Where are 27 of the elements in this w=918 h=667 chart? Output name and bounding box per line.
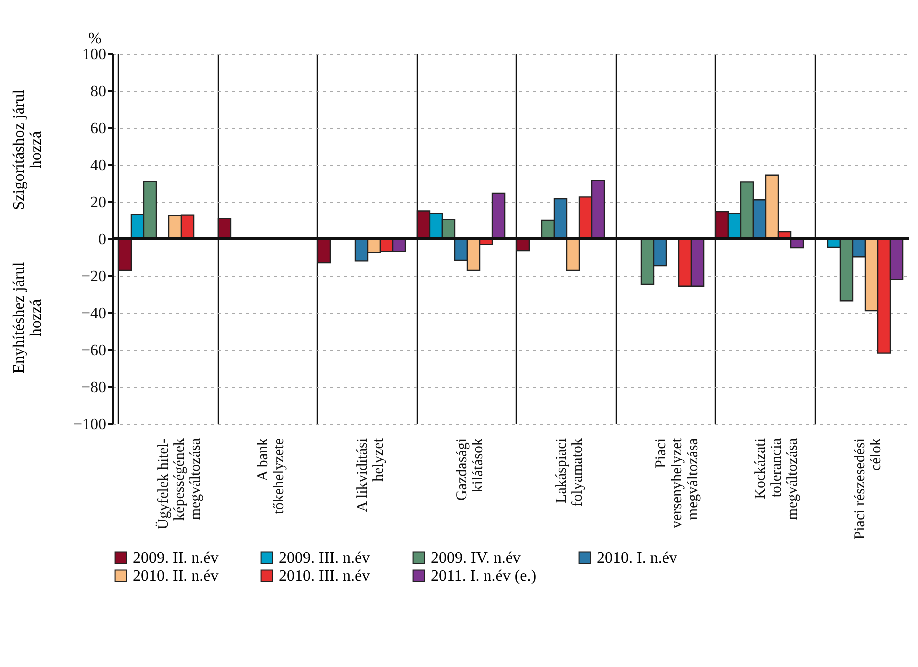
- text: Enyhítéshez járul hozzá: [11, 261, 45, 376]
- y-tick-label: −60: [81, 342, 106, 360]
- y-tick-label: 40: [90, 158, 106, 174]
- y-tick-label: 60: [90, 120, 106, 138]
- legend-label: 2009. IV. n.év: [431, 550, 521, 567]
- y-tick-label: −80: [81, 380, 106, 396]
- legend-label: 2009. II. n.év: [133, 550, 219, 567]
- y-tick-label: −100: [73, 416, 106, 434]
- legend-label: 2010. II. n.év: [133, 568, 219, 585]
- legend-label: 2010. I. n.év: [597, 550, 678, 567]
- legend-label: 2009. III. n.év: [279, 550, 370, 567]
- y-tick-label: 0: [98, 232, 106, 248]
- y-tick-label: −20: [81, 268, 106, 286]
- legend-label: 2010. III. n.év: [279, 568, 370, 585]
- x-tick-label: Ügyfelek hitel- képességének megváltozása: [154, 438, 204, 530]
- x-tick-label: Piaci versenyhelyzet megváltozása: [653, 438, 702, 528]
- y-tick-label: 100: [82, 46, 106, 64]
- y-tick-label: −40: [81, 306, 106, 322]
- text: Szigorításhoz járul hozzá: [11, 88, 45, 212]
- y-axis-title: %: [88, 30, 102, 48]
- x-tick-label: Gazdasági kilátások: [454, 438, 486, 501]
- legend-label: 2011. I. n.év (e.): [431, 568, 537, 585]
- x-tick-label: Piaci részesedési célok: [852, 438, 884, 540]
- y-tick-label: 80: [90, 84, 106, 100]
- x-tick-label: A likviditási helyzet: [354, 438, 387, 512]
- y-tick-label: 20: [90, 194, 106, 212]
- x-tick-label: Lakáspiaci folyamatok: [554, 438, 586, 507]
